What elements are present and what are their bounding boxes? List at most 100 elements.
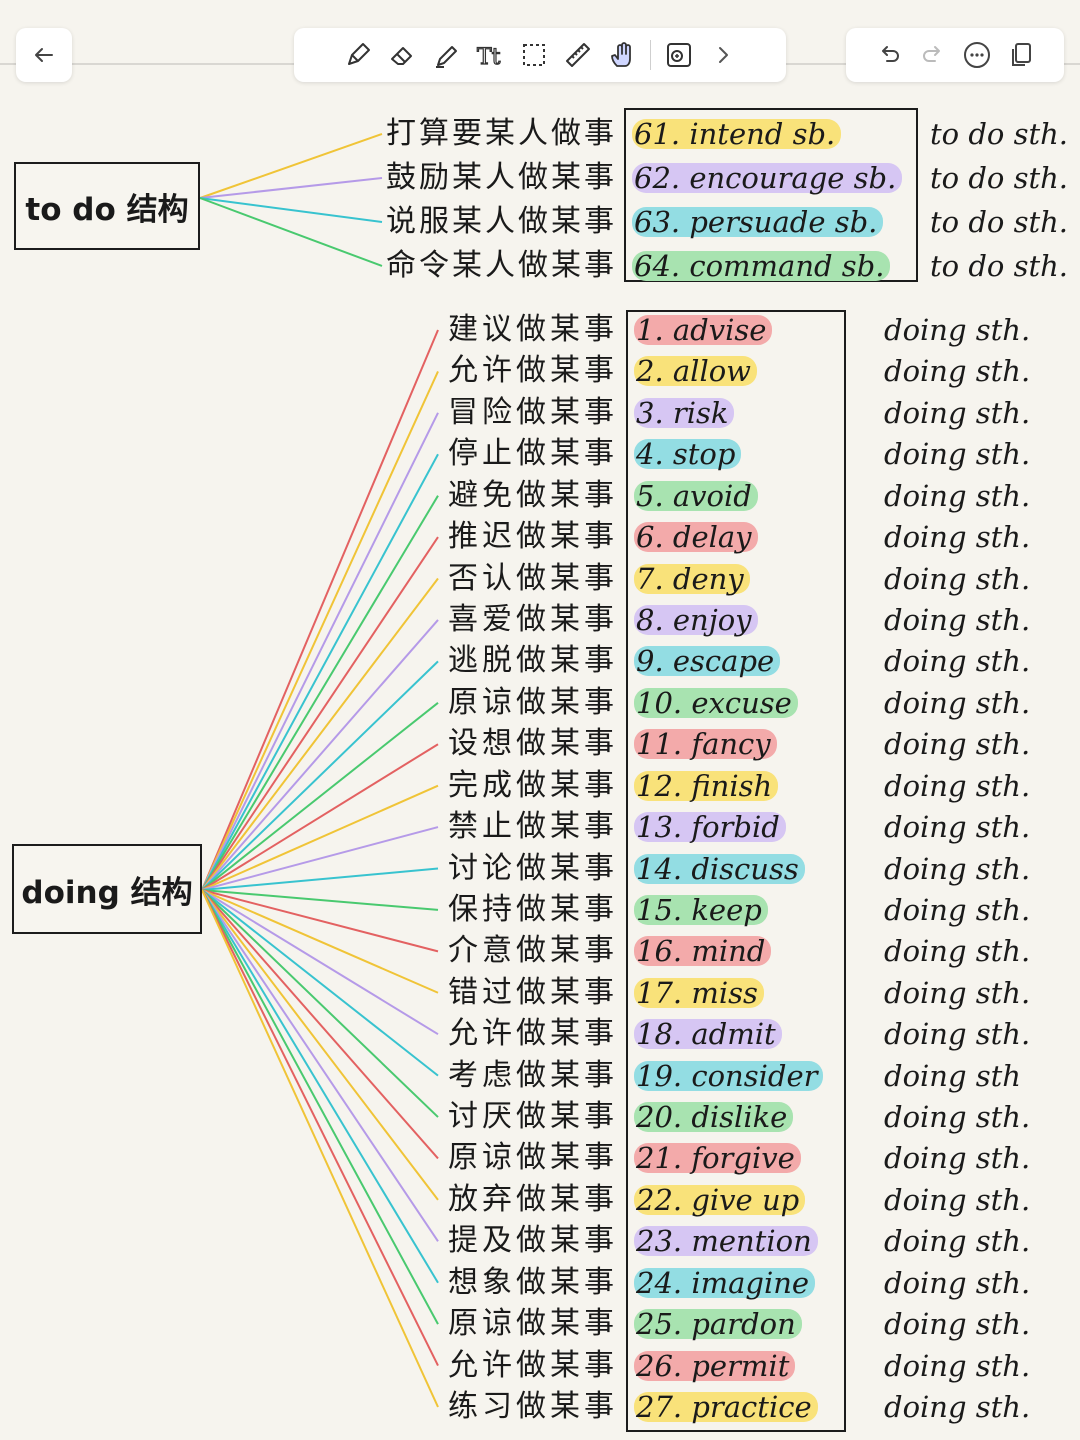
pages-icon[interactable] bbox=[999, 33, 1043, 77]
todo-row-verb: 63. persuade sb. bbox=[632, 207, 884, 237]
doing-row-verb: 24. imagine bbox=[634, 1267, 816, 1298]
more-icon[interactable] bbox=[955, 33, 999, 77]
connector-line bbox=[201, 889, 439, 911]
connector-line bbox=[201, 889, 439, 1201]
doing-row-verb: 17. miss bbox=[634, 977, 764, 1008]
todo-row-chinese: 说服某人做某事 bbox=[386, 204, 617, 239]
doing-row-verb: 13. forbid bbox=[634, 812, 786, 843]
doing-row-verb: 1. advise bbox=[634, 315, 773, 345]
connector-line bbox=[199, 197, 383, 223]
connector-line bbox=[201, 743, 439, 891]
lasso-select-icon[interactable] bbox=[512, 33, 556, 77]
doing-row-tail: doing sth bbox=[884, 1058, 1021, 1093]
doing-row-tail: doing sth. bbox=[884, 313, 1031, 347]
redo-icon[interactable] bbox=[911, 33, 955, 77]
doing-row-chinese: 讨论做某事 bbox=[448, 850, 618, 886]
doing-row-chinese: 考虑做某事 bbox=[448, 1057, 618, 1093]
doing-row-tail: doing sth. bbox=[884, 354, 1031, 389]
ruler-icon[interactable] bbox=[556, 33, 600, 77]
doing-row-verb: 5. avoid bbox=[634, 480, 758, 511]
doing-row-verb: 22. give up bbox=[634, 1184, 806, 1215]
back-arrow-icon[interactable] bbox=[22, 33, 66, 77]
doing-row-verb: 7. deny bbox=[634, 563, 750, 594]
doing-row-verb: 23. mention bbox=[634, 1226, 818, 1257]
todo-row-verb: 64. command sb. bbox=[632, 251, 891, 281]
svg-text:Tt: Tt bbox=[477, 45, 501, 70]
connector-line bbox=[201, 536, 439, 891]
eraser-icon[interactable] bbox=[380, 33, 424, 77]
doing-row-chinese: 原谅做某事 bbox=[448, 1140, 618, 1176]
doing-row-verb: 12. finish bbox=[634, 770, 779, 801]
doing-structure-label: doing 结构 bbox=[12, 844, 202, 934]
connector-line bbox=[201, 702, 439, 891]
tools-pill: Tt bbox=[294, 28, 786, 82]
doing-row-verb: 16. mind bbox=[634, 936, 772, 967]
doing-row-tail: doing sth. bbox=[884, 685, 1031, 720]
doing-row-verb: 2. allow bbox=[634, 356, 758, 387]
doing-row-chinese: 否认做某事 bbox=[448, 560, 618, 596]
shapes-icon[interactable] bbox=[657, 33, 701, 77]
connector-line bbox=[201, 889, 439, 1367]
doing-row-chinese: 允许做某事 bbox=[448, 353, 618, 389]
todo-row-tail: to do sth. bbox=[930, 117, 1069, 151]
doing-verbs-box bbox=[626, 310, 846, 1432]
doing-row-tail: doing sth. bbox=[884, 478, 1031, 513]
doing-row-chinese: 推迟做某事 bbox=[448, 519, 618, 555]
doing-row-tail: doing sth. bbox=[884, 934, 1031, 969]
undo-icon[interactable] bbox=[867, 33, 911, 77]
doing-row-verb: 25. pardon bbox=[634, 1309, 802, 1340]
todo-row-tail: to do sth. bbox=[930, 161, 1069, 195]
text-tool-icon[interactable]: Tt bbox=[468, 33, 512, 77]
doing-row-verb: 10. excuse bbox=[634, 687, 798, 718]
connector-line bbox=[199, 177, 383, 199]
doing-row-verb: 11. fancy bbox=[634, 729, 777, 760]
connector-line bbox=[201, 889, 439, 1408]
doing-row-tail: doing sth. bbox=[884, 1348, 1031, 1383]
doing-row-tail: doing sth. bbox=[884, 1182, 1031, 1217]
doing-row-verb: 14. discuss bbox=[634, 853, 805, 884]
connector-line bbox=[201, 889, 439, 1118]
pen-icon[interactable] bbox=[336, 33, 380, 77]
doing-row-chinese: 放弃做某事 bbox=[448, 1181, 618, 1217]
doing-row-verb: 4. stop bbox=[634, 439, 742, 470]
doing-row-tail: doing sth. bbox=[884, 810, 1031, 845]
doing-row-tail: doing sth. bbox=[884, 520, 1031, 555]
connector-line bbox=[201, 329, 439, 891]
doing-row-verb: 26. permit bbox=[634, 1350, 796, 1381]
todo-row-chinese: 命令某人做某事 bbox=[386, 248, 617, 283]
doing-row-tail: doing sth. bbox=[884, 975, 1031, 1010]
doing-row-tail: doing sth. bbox=[884, 395, 1031, 430]
doing-row-chinese: 练习做某事 bbox=[448, 1389, 618, 1424]
actions-pill bbox=[846, 28, 1064, 82]
doing-row-verb: 9. escape bbox=[634, 646, 781, 677]
doing-row-chinese: 禁止做某事 bbox=[448, 809, 618, 845]
highlighter-icon[interactable] bbox=[424, 33, 468, 77]
doing-row-tail: doing sth. bbox=[884, 1265, 1031, 1300]
doing-row-tail: doing sth. bbox=[884, 644, 1031, 679]
todo-row-chinese: 打算要某人做事 bbox=[386, 116, 617, 151]
doing-row-tail: doing sth. bbox=[884, 1100, 1031, 1135]
hand-icon[interactable] bbox=[600, 33, 644, 77]
todo-verbs-box bbox=[624, 108, 918, 282]
doing-row-chinese: 提及做某事 bbox=[448, 1223, 618, 1259]
doing-row-verb: 15. keep bbox=[634, 894, 768, 925]
connector-line bbox=[201, 826, 439, 891]
connector-line bbox=[201, 889, 439, 1284]
connector-line bbox=[201, 453, 439, 891]
doing-row-verb: 18. admit bbox=[634, 1019, 782, 1050]
doing-row-tail: doing sth. bbox=[884, 1141, 1031, 1176]
chevron-right-icon[interactable] bbox=[701, 33, 745, 77]
doing-row-chinese: 错过做某事 bbox=[448, 974, 618, 1010]
doing-row-tail: doing sth. bbox=[884, 1017, 1031, 1052]
doing-row-tail: doing sth. bbox=[884, 437, 1031, 472]
doing-row-chinese: 原谅做某事 bbox=[448, 1306, 618, 1342]
doing-row-verb: 19. consider bbox=[634, 1060, 824, 1091]
doing-row-tail: doing sth. bbox=[884, 1224, 1031, 1259]
doing-row-tail: doing sth. bbox=[884, 1307, 1031, 1342]
connector-line bbox=[201, 371, 439, 891]
doing-row-chinese: 建议做某事 bbox=[448, 312, 618, 347]
doing-row-tail: doing sth. bbox=[884, 727, 1031, 762]
connector-line bbox=[199, 197, 383, 267]
doing-row-chinese: 介意做某事 bbox=[448, 933, 618, 969]
doing-row-chinese: 讨厌做某事 bbox=[448, 1099, 618, 1135]
